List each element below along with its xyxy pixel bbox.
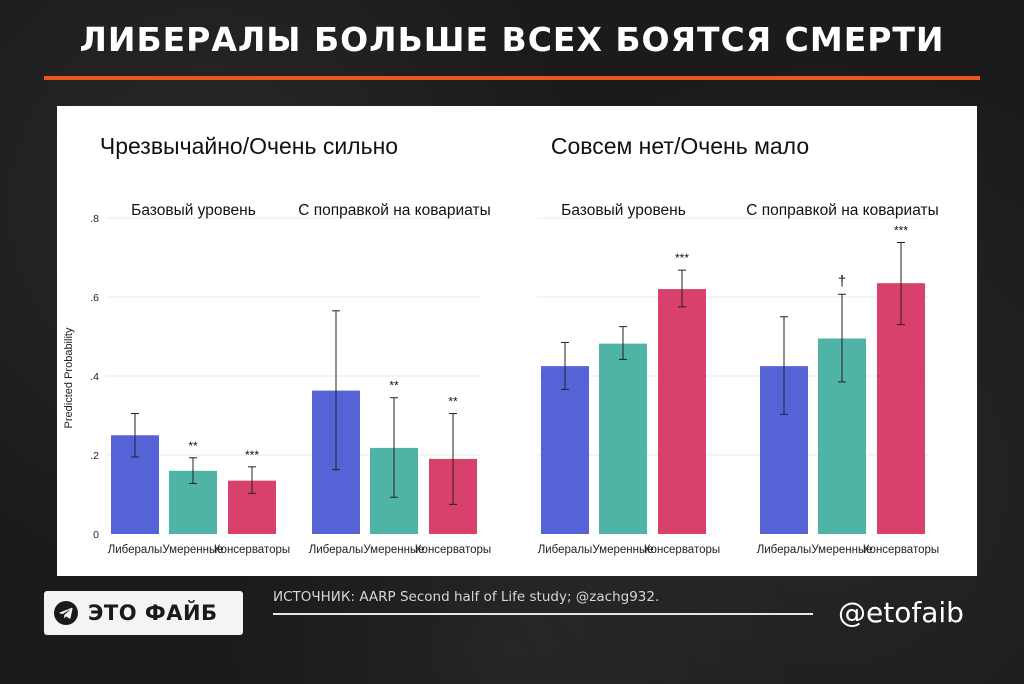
chart-panel: Predicted Probability 0 .2 .4 .6 .8 Чрезвычайн… [57, 106, 977, 576]
social-handle[interactable]: @etofaib [838, 596, 964, 629]
category-label: Умеренные [592, 544, 653, 556]
group-title: Чрезвычайно/Очень сильно [100, 133, 398, 159]
significance-marker: ** [188, 439, 198, 453]
source-underline [273, 613, 813, 615]
category-label: Либералы [538, 544, 593, 556]
category-label: Консерваторы [415, 544, 491, 556]
category-label: Либералы [757, 544, 812, 556]
panel-subtitle: С поправкой на ковариаты [298, 202, 490, 219]
category-label: Консерваторы [863, 544, 939, 556]
category-label: Либералы [108, 544, 163, 556]
y-tick-label: 0 [93, 529, 99, 541]
panel-subtitle: С поправкой на ковариаты [746, 202, 938, 219]
significance-marker: ** [389, 379, 399, 393]
bar-liberals [541, 366, 589, 534]
headline: ЛИБЕРАЛЫ БОЛЬШЕ ВСЕХ БОЯТСЯ СМЕРТИ [79, 20, 945, 59]
category-label: Умеренные [811, 544, 872, 556]
significance-marker: *** [894, 223, 908, 237]
significance-marker: ** [448, 395, 458, 409]
group-title: Совсем нет/Очень мало [551, 133, 809, 159]
category-label: Либералы [309, 544, 364, 556]
significance-marker: † [838, 273, 846, 290]
bar-conservatives [658, 289, 706, 534]
accent-divider [44, 76, 980, 80]
significance-marker: *** [245, 448, 259, 462]
bar-moderates [599, 343, 647, 534]
y-tick-label: .6 [90, 292, 99, 304]
telegram-icon [54, 601, 78, 625]
panel-subtitle: Базовый уровень [561, 202, 686, 219]
y-tick-label: .2 [90, 450, 99, 462]
category-label: Консерваторы [644, 544, 720, 556]
y-tick-label: .8 [90, 213, 99, 225]
category-label: Умеренные [363, 544, 424, 556]
significance-marker: *** [675, 251, 689, 265]
source-caption: ИСТОЧНИК: AARP Second half of Life study… [273, 589, 660, 605]
brand-name: ЭТО ФАЙБ [88, 601, 218, 625]
y-axis-label: Predicted Probability [63, 327, 75, 428]
category-label: Консерваторы [214, 544, 290, 556]
category-label: Умеренные [162, 544, 223, 556]
panel-subtitle: Базовый уровень [131, 202, 256, 219]
chart: Predicted Probability 0 .2 .4 .6 .8 Чрезвычайн… [63, 133, 939, 556]
brand-badge[interactable]: ЭТО ФАЙБ [44, 591, 243, 635]
y-tick-label: .4 [90, 371, 99, 383]
